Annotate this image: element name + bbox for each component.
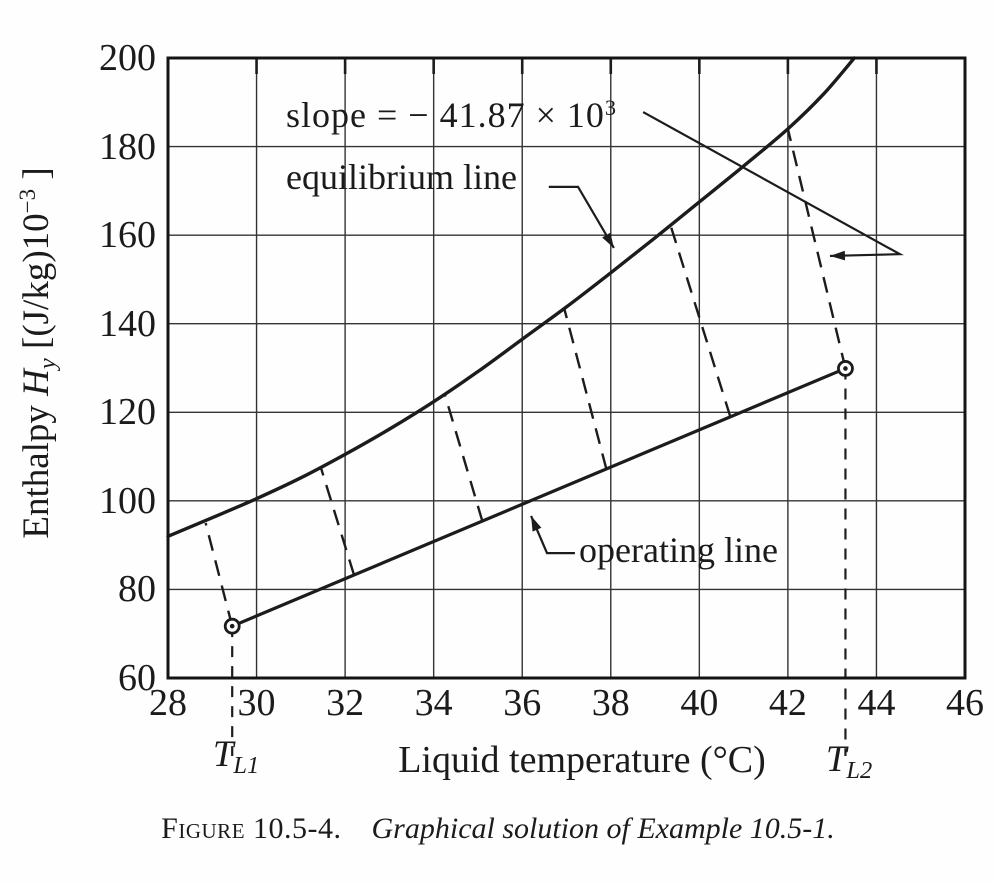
tie-line [669,225,732,418]
y-tick-label: 100 [99,479,156,522]
tie-line [786,128,847,369]
slope-annotation-text: slope = − 41.87 × 10 [286,95,605,135]
endpoint-marker-dot [229,623,235,629]
equilibrium-line-label: equilibrium line [286,157,517,197]
y-tick-label: 180 [99,125,156,168]
y-axis-unit: [(J/kg)10 [16,213,57,359]
y-axis-unit-close: ] [16,167,57,189]
x-tick-label: 32 [326,682,365,724]
x-tick-label: 38 [591,682,630,724]
y-tick-label: 80 [118,568,156,611]
slope-annotation: slope = − 41.87 × 103 [286,94,618,136]
tl2-label: TL2 [825,738,873,785]
operating-leader-arrowhead [531,515,542,532]
tie-line [204,522,234,627]
x-axis-label: Liquid temperature (°C) [398,739,766,781]
tl2-subscript: L2 [846,757,873,785]
equilibrium-leader-arrowhead [602,232,614,248]
x-tick-label: 46 [946,682,984,724]
tl1-symbol: T [212,734,234,775]
x-tick-label: 30 [237,682,276,724]
operating-line-label: operating line [579,530,778,570]
figure-caption: Figure 10.5-4. Graphical solution of Exam… [0,812,996,846]
figure-caption-number: Figure 10.5-4. [161,812,342,845]
x-tick-label: 34 [414,682,453,724]
slope-leader-arrowhead [829,250,846,261]
y-axis-label: Enthalpy Hy [(J/kg)10−3 ] [15,123,61,583]
y-tick-label: 60 [118,657,156,699]
y-axis-label-text: Enthalpy [16,395,57,539]
equilibrium-leader-line [548,185,615,249]
tie-line [563,308,608,470]
figure-caption-text: Graphical solution of Example 10.5-1. [371,812,835,845]
y-tick-label: 200 [99,37,156,79]
y-tick-label: 120 [99,391,156,434]
operating-line [230,366,848,628]
tl1-subscript: L1 [233,752,260,780]
operating-leader-line [530,515,575,555]
y-axis-symbol: H [16,369,57,396]
x-tick-label: 28 [149,682,187,724]
tie-line [319,466,356,576]
x-tick-label: 40 [680,682,719,724]
y-tick-label: 140 [99,302,156,345]
tl1-label: TL1 [212,733,260,780]
x-tick-label: 36 [503,682,542,724]
equilibrium-line [166,56,857,538]
x-tick-label: 44 [857,682,896,724]
endpoint-marker-dot [843,366,848,371]
tl2-symbol: T [825,739,847,780]
y-tick-label: 160 [99,214,156,257]
tie-line [443,393,484,522]
y-axis-symbol-sub: y [34,358,62,370]
slope-annotation-exponent: 3 [604,94,618,120]
slope-leader-line [642,111,904,258]
x-tick-label: 42 [768,682,807,724]
plot-border [166,56,967,680]
y-axis-unit-exponent: −3 [15,188,41,214]
